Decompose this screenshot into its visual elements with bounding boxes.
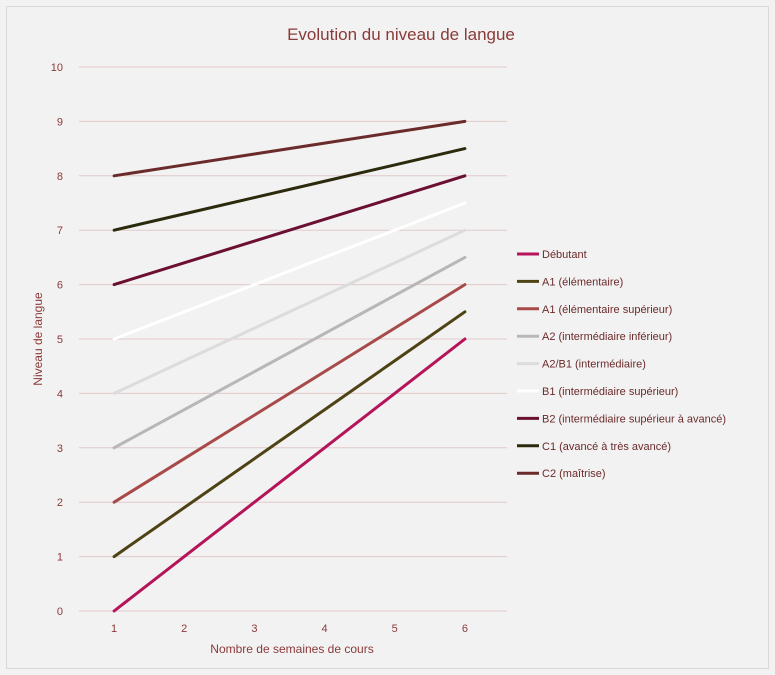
x-axis-title: Nombre de semaines de cours bbox=[210, 642, 373, 656]
legend-item: C1 (avancé à très avancé) bbox=[517, 441, 671, 453]
series-line bbox=[112, 201, 467, 341]
y-tick-label: 0 bbox=[57, 606, 63, 618]
chart-frame: Evolution du niveau de langue 0 1 2 3 4 5 6 7 8 9… bbox=[6, 6, 769, 669]
legend-item: B1 (intermédiaire supérieur) bbox=[517, 386, 678, 398]
series-line bbox=[112, 119, 467, 178]
legend: Débutant A1 (élémentaire) A1 (élémentaire … bbox=[517, 249, 726, 480]
series-line bbox=[112, 147, 467, 232]
y-axis-title: Niveau de langue bbox=[31, 292, 45, 386]
chart-title: Evolution du niveau de langue bbox=[287, 25, 515, 44]
legend-label: B1 (intermédiaire supérieur) bbox=[542, 386, 678, 398]
y-tick-label: 8 bbox=[57, 171, 63, 183]
y-tick-label: 5 bbox=[57, 334, 63, 346]
legend-label: C2 (maîtrise) bbox=[542, 468, 606, 480]
legend-label: B2 (intermédiaire supérieur à avancé) bbox=[542, 413, 726, 425]
series-line bbox=[112, 228, 467, 395]
legend-item: A1 (élémentaire) bbox=[517, 276, 623, 288]
series-lines bbox=[112, 119, 467, 613]
x-tick-label: 3 bbox=[251, 623, 257, 635]
x-tick-label: 4 bbox=[322, 623, 328, 635]
grid-layer bbox=[79, 66, 507, 612]
legend-item: A2/B1 (intermédiaire) bbox=[517, 359, 646, 371]
legend-label: C1 (avancé à très avancé) bbox=[542, 441, 671, 453]
series-line bbox=[112, 337, 467, 613]
x-tick-labels: 1 2 3 4 5 6 bbox=[111, 623, 468, 635]
legend-label: Débutant bbox=[542, 249, 587, 261]
y-tick-label: 7 bbox=[57, 225, 63, 237]
y-tick-label: 10 bbox=[51, 62, 63, 74]
y-tick-labels: 0 1 2 3 4 5 6 7 8 9 10 bbox=[51, 62, 63, 618]
y-tick-label: 2 bbox=[57, 497, 63, 509]
x-tick-label: 6 bbox=[462, 623, 468, 635]
y-tick-label: 6 bbox=[57, 280, 63, 292]
series-line bbox=[112, 255, 467, 450]
line-chart: Evolution du niveau de langue 0 1 2 3 4 5 6 7 8 9… bbox=[31, 25, 726, 656]
x-tick-label: 2 bbox=[181, 623, 187, 635]
series-line bbox=[112, 310, 467, 559]
legend-label: A1 (élémentaire) bbox=[542, 276, 623, 288]
y-tick-label: 3 bbox=[57, 443, 63, 455]
legend-label: A2/B1 (intermédiaire) bbox=[542, 359, 646, 371]
legend-item: B2 (intermédiaire supérieur à avancé) bbox=[517, 413, 726, 425]
legend-item: Débutant bbox=[517, 249, 587, 261]
y-tick-label: 9 bbox=[57, 116, 63, 128]
series-line bbox=[112, 283, 467, 504]
legend-label: A1 (élémentaire supérieur) bbox=[542, 304, 672, 316]
x-tick-label: 5 bbox=[392, 623, 398, 635]
y-tick-label: 1 bbox=[57, 552, 63, 564]
legend-item: A1 (élémentaire supérieur) bbox=[517, 304, 672, 316]
series-line bbox=[112, 174, 467, 287]
y-tick-label: 4 bbox=[57, 388, 63, 400]
legend-item: C2 (maîtrise) bbox=[517, 468, 606, 480]
x-tick-label: 1 bbox=[111, 623, 117, 635]
legend-label: A2 (intermédiaire inférieur) bbox=[542, 331, 672, 343]
legend-item: A2 (intermédiaire inférieur) bbox=[517, 331, 672, 343]
